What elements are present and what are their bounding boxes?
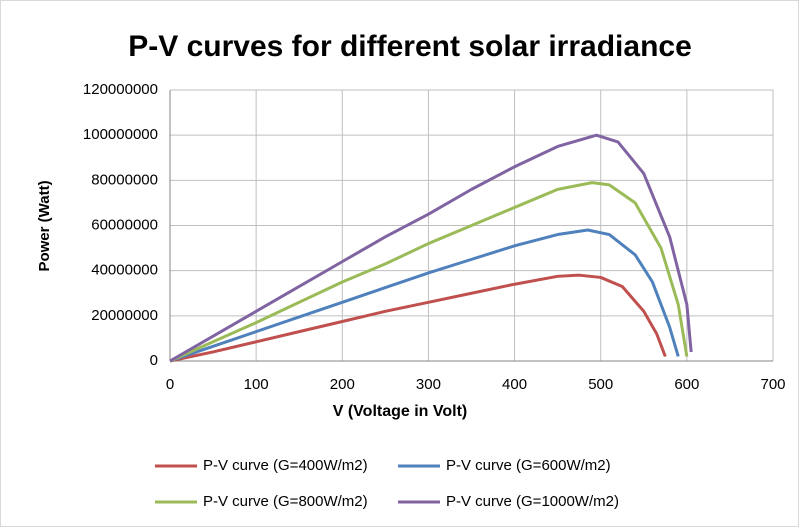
x-tick-label: 0 <box>166 376 174 393</box>
series-line <box>169 181 689 363</box>
y-tick-label: 40000000 <box>91 262 158 279</box>
x-tick-label: 300 <box>416 376 441 393</box>
y-tick-label: 60000000 <box>91 216 158 233</box>
x-tick-label: 600 <box>674 376 699 393</box>
x-tick-label: 400 <box>502 376 527 393</box>
y-tick-label: 20000000 <box>91 307 158 324</box>
y-tick-label: 120000000 <box>83 81 158 98</box>
x-tick-label: 100 <box>244 376 269 393</box>
y-tick-label: 80000000 <box>91 171 158 188</box>
y-tick-label: 100000000 <box>83 126 158 143</box>
y-tick-label: 0 <box>150 352 158 369</box>
y-axis-label: Power (Watt) <box>36 180 53 271</box>
series-line <box>169 273 667 363</box>
series-line <box>169 133 693 363</box>
x-tick-label: 200 <box>330 376 355 393</box>
x-tick-label: 700 <box>760 376 785 393</box>
x-tick-label: 500 <box>588 376 613 393</box>
chart-title: P-V curves for different solar irradianc… <box>128 30 692 63</box>
x-axis-label: V (Voltage in Volt) <box>333 403 468 420</box>
legend-label: P-V curve (G=1000W/m2) <box>446 493 619 510</box>
series-line <box>169 228 680 363</box>
legend-label: P-V curve (G=800W/m2) <box>203 493 368 510</box>
legend-label: P-V curve (G=400W/m2) <box>203 457 368 474</box>
legend-label: P-V curve (G=600W/m2) <box>446 457 611 474</box>
